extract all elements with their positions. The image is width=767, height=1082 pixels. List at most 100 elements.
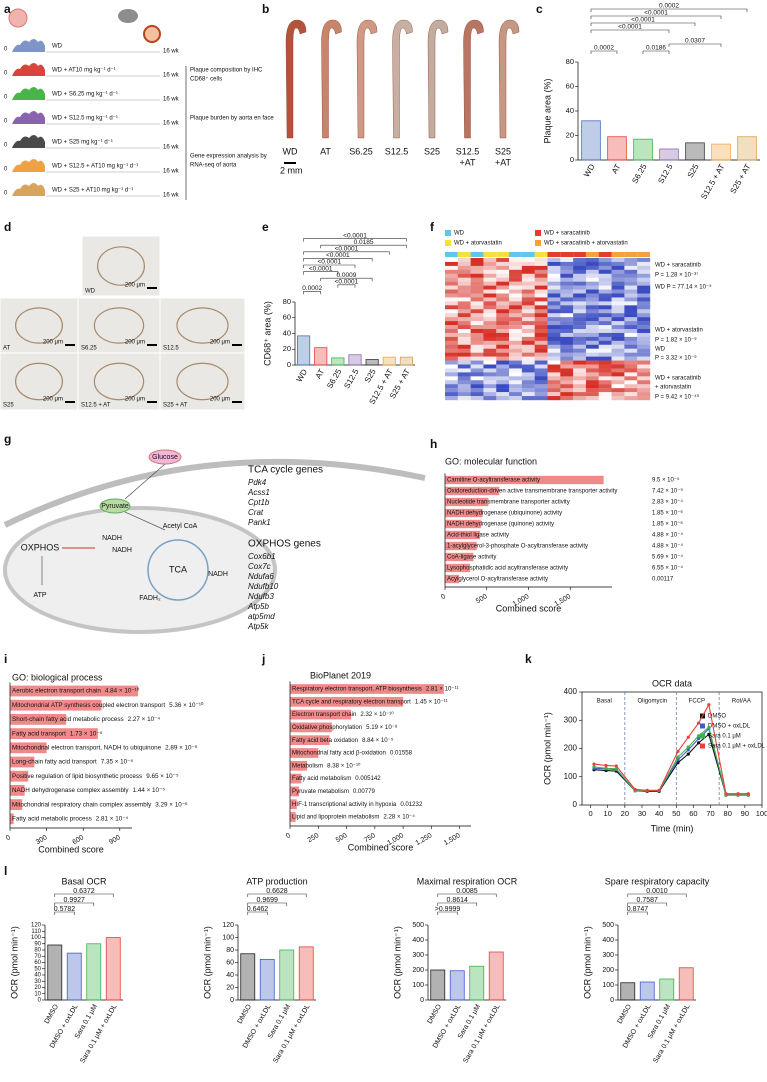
- point: [696, 741, 701, 745]
- gene-name: Cox6b1: [248, 552, 276, 561]
- heatmap-cell: [496, 348, 510, 353]
- x-tick-label: 600: [72, 834, 86, 846]
- heatmap-cell: [573, 277, 587, 282]
- heatmap-cell: [496, 269, 510, 274]
- heatmap-cell: [573, 281, 587, 286]
- term-label: 1-acylglycerol-3-phosphate O-acyltransfe…: [447, 544, 588, 550]
- p-value: 0.7587: [637, 897, 659, 904]
- aorta-label: S25: [424, 146, 440, 156]
- heatmap-cell: [637, 396, 651, 401]
- heatmap-cell: [547, 277, 561, 282]
- heatmap-cell: [470, 305, 484, 310]
- gene-list-title: OXPHOS genes: [248, 539, 321, 550]
- panel-label: a: [4, 2, 11, 16]
- heatmap-cell: [598, 261, 612, 267]
- group-label: WD + S6.25 mg kg⁻¹ d⁻¹: [52, 92, 118, 98]
- heatmap-cell: [637, 388, 651, 393]
- heatmap-cell: [611, 269, 625, 274]
- heatmap-cell: [509, 396, 523, 401]
- y-tick-label: 500: [412, 922, 424, 929]
- x-tick-label: 70: [706, 809, 714, 818]
- heatmap-cell: [457, 277, 471, 282]
- heatmap-cell: [509, 392, 523, 397]
- heatmap-cell: [573, 265, 587, 271]
- p-value: 0.9699: [257, 897, 279, 904]
- p-value: 0.0002: [302, 285, 322, 292]
- heatmap-cell: [573, 368, 587, 373]
- heatmap-cell: [598, 388, 612, 393]
- pathway-node: NADH: [208, 571, 228, 578]
- heatmap-cell: [457, 340, 471, 345]
- mouse-icon: [118, 9, 138, 23]
- panel-label: h: [430, 437, 437, 451]
- heatmap-cell: [496, 325, 510, 330]
- heatmap-cell: [560, 372, 574, 377]
- pathway-node: ATP: [33, 592, 46, 599]
- cluster-annotation: P = 9.42 × 10⁻⁴⁹: [655, 394, 700, 401]
- heatmap-cell: [624, 313, 638, 318]
- heatmap-cell: [457, 356, 471, 361]
- heatmap-cell: [560, 348, 574, 353]
- heatmap-cell: [470, 321, 484, 326]
- point: [696, 734, 701, 738]
- bar: [296, 335, 311, 366]
- histology-label: S12.5: [163, 346, 179, 352]
- y-tick-label: 80: [283, 297, 291, 306]
- heatmap-cell: [573, 317, 587, 322]
- plaque-icon: [8, 8, 28, 28]
- x-tick-label: 50: [672, 809, 680, 818]
- heatmap-cell: [637, 344, 651, 349]
- heatmap-cell: [637, 321, 651, 326]
- y-tick-label: 80: [226, 947, 234, 954]
- arrow: [124, 511, 166, 531]
- pathway-node: Pyruvate: [101, 503, 129, 510]
- term-label: Mitochondrial electron transport, NADH t…: [12, 744, 162, 751]
- aorta-label: S12.5: [456, 146, 480, 156]
- significance-bracket: [54, 902, 95, 906]
- p-value: 0.01558: [390, 750, 413, 757]
- heatmap-cell: [585, 388, 599, 393]
- chart-title: Maximal respiration OCR: [417, 876, 518, 886]
- design-note: Plaque composition by IHC: [190, 68, 263, 74]
- legend-label: WD + saracatinib: [544, 231, 591, 237]
- p-value: 1.44 × 10⁻⁵: [133, 787, 166, 794]
- heatmap-cell: [496, 297, 510, 302]
- y-tick-label: 50: [34, 966, 41, 972]
- heatmap-cell: [598, 273, 612, 278]
- heatmap-cell: [624, 297, 638, 302]
- significance-bracket: [437, 902, 478, 906]
- bar: [10, 799, 23, 810]
- histology-image: [159, 297, 246, 354]
- significance-bracket: [590, 29, 670, 33]
- legend-swatch: [445, 240, 451, 246]
- significance-bracket: [303, 258, 373, 262]
- scale-label: 200 μm: [43, 397, 63, 403]
- heatmap-cell: [457, 309, 471, 314]
- heatmap-cell: [445, 368, 459, 373]
- point: [707, 703, 711, 707]
- heatmap-cell: [560, 297, 574, 302]
- cluster-annotation: WD: [655, 347, 666, 353]
- x-tick-label: 0: [5, 834, 12, 842]
- heatmap-cell: [521, 360, 535, 365]
- heatmap-cell: [521, 258, 535, 263]
- point: [686, 745, 690, 749]
- heatmap-cell: [547, 368, 561, 373]
- heatmap-cell: [457, 325, 471, 330]
- heatmap-cell: [509, 285, 523, 290]
- heatmap-cell: [547, 265, 561, 271]
- heatmap-cell: [598, 364, 612, 369]
- p-value: 5.36 × 10⁻¹⁰: [169, 702, 204, 709]
- p-value: 1.45 × 10⁻¹¹: [415, 698, 448, 705]
- bar: [469, 965, 485, 1001]
- y-tick-label: 40: [226, 972, 234, 979]
- aorta-image: [321, 19, 342, 139]
- heatmap-cell: [547, 313, 561, 318]
- heatmap-cell: [598, 344, 612, 349]
- heatmap-cell: [509, 368, 523, 373]
- heatmap-cell: [509, 269, 523, 274]
- heatmap-cell: [445, 317, 459, 322]
- aorta-label: S6.25: [349, 146, 373, 156]
- y-tick-label: 60: [226, 959, 234, 966]
- y-tick-label: 80: [566, 57, 574, 66]
